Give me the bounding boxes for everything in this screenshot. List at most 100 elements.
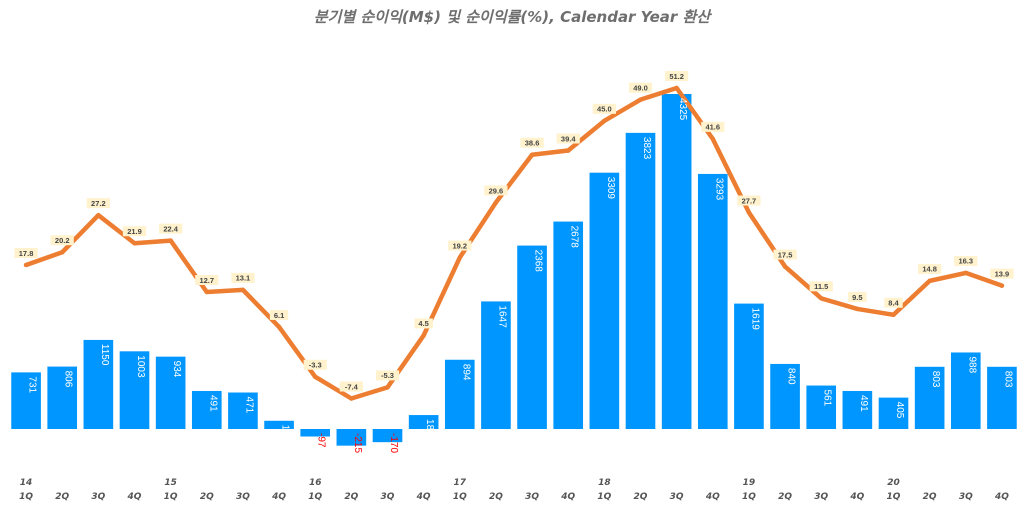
line-label-bg [375, 370, 400, 381]
bar [914, 366, 945, 429]
x-tick-quarter: 1Q [308, 492, 322, 502]
x-tick-quarter: 4Q [271, 492, 286, 502]
line-value-label: 13.1 [236, 274, 251, 283]
bar-value-label: 405 [894, 402, 905, 419]
margin-point [60, 250, 65, 255]
bar-value-label: 4325 [677, 98, 688, 121]
margin-point [168, 238, 173, 243]
line-value-label: 20.2 [55, 236, 70, 245]
line-label-bg [954, 255, 978, 266]
x-tick-quarter: 3Q [91, 492, 105, 502]
bar [264, 420, 294, 429]
bar-value-label: 988 [966, 356, 977, 373]
bar-value-label: 106 [280, 425, 291, 442]
bar [734, 303, 764, 429]
x-tick-quarter: 1Q [742, 492, 756, 502]
margin-point [819, 296, 824, 301]
x-tick-year: 20 [887, 478, 900, 488]
bar [191, 390, 222, 429]
margin-point [240, 287, 246, 293]
line-label-bg [556, 133, 580, 144]
x-tick-quarter: 1Q [19, 492, 33, 502]
bar-value-label: -97 [316, 433, 327, 448]
margin-point [96, 212, 101, 218]
bar [950, 352, 981, 429]
line-value-label: 21.9 [127, 227, 142, 236]
bar [47, 366, 78, 429]
bar [155, 356, 186, 429]
x-tick-quarter: 2Q [634, 492, 648, 502]
x-tick-quarter: 3Q [814, 492, 828, 502]
bar-value-label: 731 [27, 376, 38, 393]
bar-value-label: 491 [858, 395, 869, 412]
bar [661, 94, 692, 429]
bar-value-label: 1647 [496, 305, 507, 328]
bar-value-label: 934 [171, 361, 182, 378]
line-value-label: 12.7 [199, 276, 214, 285]
x-tick-quarter: 1Q [164, 492, 178, 502]
line-label-bg [520, 137, 544, 148]
line-label-bg [195, 274, 219, 285]
bar [300, 429, 331, 437]
line-value-label: 11.5 [814, 282, 828, 291]
margin-point [132, 241, 137, 246]
margin-point [421, 333, 426, 338]
x-tick-quarter: 2Q [778, 492, 792, 502]
margin-point [457, 255, 462, 260]
line-label-bg [303, 359, 327, 370]
margin-point [493, 200, 499, 205]
bar [770, 363, 800, 429]
x-tick-quarter: 3Q [236, 492, 250, 502]
bar [553, 221, 584, 429]
x-tick-quarter: 2Q [55, 492, 69, 502]
x-tick-quarter: 3Q [670, 492, 684, 502]
line-layer [23, 85, 1005, 401]
bar [481, 301, 511, 429]
line-value-label: 29.6 [489, 186, 504, 195]
line-label-bg [918, 263, 942, 274]
x-tick-quarter: 3Q [381, 492, 395, 502]
x-tick-quarter: 1Q [453, 492, 467, 502]
margin-point [602, 118, 607, 124]
line-label-bg [86, 198, 110, 209]
bar [878, 397, 909, 429]
bar [697, 173, 728, 429]
bar [336, 429, 367, 446]
x-tick-quarter: 2Q [200, 492, 214, 502]
bar-value-label: 3309 [605, 177, 616, 200]
line-value-label: 27.2 [91, 199, 106, 208]
labels-layer: 731 806 1150 1003 934 491 471 106 -97 -215 -170 180… [14, 71, 1014, 453]
line-label-bg [231, 272, 255, 283]
line-value-label: 14.8 [922, 265, 937, 274]
margin-point [566, 148, 571, 153]
x-tick-year: 19 [743, 478, 756, 488]
line-value-label: -5.3 [381, 371, 394, 380]
bar [625, 132, 656, 429]
line-value-label: 8.4 [888, 299, 899, 308]
x-tick-year: 14 [20, 478, 33, 488]
line-label-bg [737, 195, 761, 206]
x-tick-quarter: 1Q [887, 492, 901, 502]
bar [372, 429, 403, 443]
bar [408, 415, 439, 429]
bar [842, 390, 873, 429]
bar-value-label: 471 [243, 397, 254, 414]
bar [806, 385, 837, 429]
bar [444, 359, 475, 429]
bar [83, 339, 114, 429]
bar-value-label: 1150 [99, 344, 110, 366]
bar [589, 172, 620, 429]
line-value-label: 13.9 [995, 269, 1010, 278]
margin-point [999, 283, 1005, 288]
margin-point [855, 306, 860, 312]
axis-layer: 1Q 14 2Q 3Q 4Q 1Q 15 2Q 3Q 4Q 1Q 16 2Q 3Q 4Q 1Q 17 2Q 3Q 4Q… [19, 478, 1009, 502]
bar-value-label: 803 [930, 371, 941, 388]
line-label-bg [665, 71, 689, 81]
line-label-bg [592, 103, 616, 114]
x-tick-year: 17 [454, 478, 467, 488]
x-tick-quarter: 3Q [525, 492, 539, 502]
bar-value-label: -215 [352, 433, 363, 453]
line-label-bg [269, 309, 289, 320]
bar-value-label: 2368 [533, 250, 544, 273]
bar-value-label: 3293 [713, 178, 724, 201]
